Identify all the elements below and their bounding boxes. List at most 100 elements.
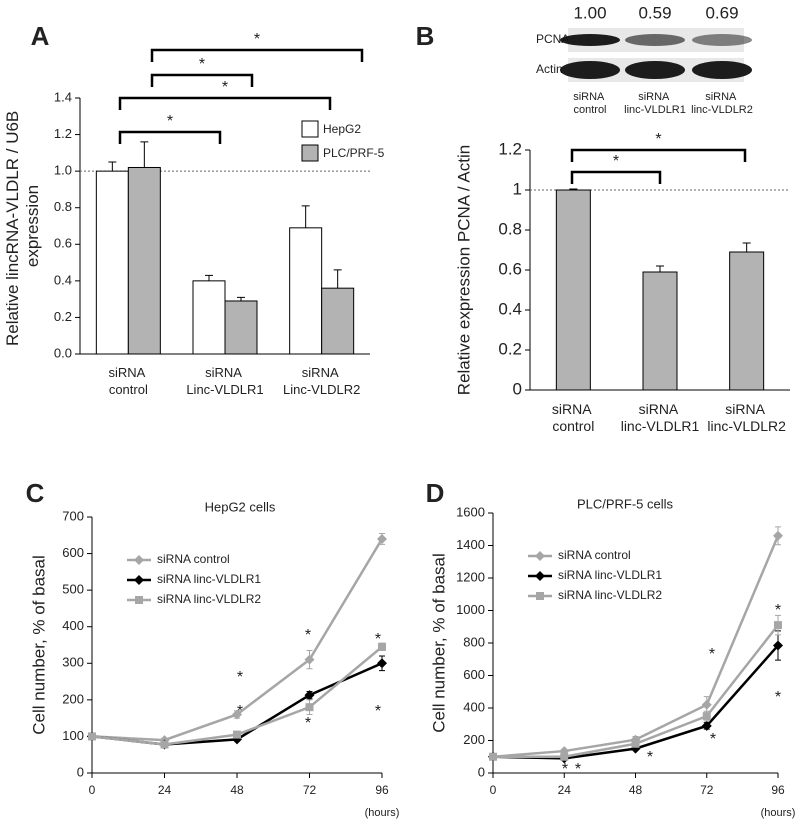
significance-star: *: [305, 627, 311, 644]
y-tick-label: 1600: [456, 504, 485, 519]
y-tick-label: 0: [478, 764, 485, 779]
point: [631, 739, 640, 748]
error-bar: [333, 269, 342, 289]
error-bar: [205, 274, 213, 281]
legend-marker: [535, 571, 545, 581]
x-tick-label: 96: [771, 783, 785, 797]
point: [232, 709, 242, 720]
significance-star: *: [709, 646, 715, 663]
chart-title: HepG2 cells: [205, 499, 276, 514]
y-axis-label: Cell number, % of basal: [29, 555, 48, 735]
y-tick-label: 0.8: [498, 219, 522, 238]
point: [305, 703, 314, 712]
y-tick-label: 200: [62, 691, 84, 706]
significance-star: *: [375, 703, 381, 720]
point: [304, 690, 315, 701]
error-bar: [237, 296, 245, 301]
bar: [642, 271, 678, 391]
y-tick-label: 200: [463, 732, 485, 747]
significance-bracket: [570, 148, 747, 162]
y-tick-label: 0.6: [54, 236, 72, 251]
y-tick-label: 1: [513, 179, 522, 198]
error-bar: [569, 188, 578, 190]
y-tick-label: 0.8: [54, 199, 72, 214]
point: [489, 752, 497, 761]
significance-star: *: [575, 761, 581, 778]
legend-label: siRNA control: [558, 548, 631, 562]
x-axis-label: (hours): [365, 807, 400, 819]
significance-bracket: [150, 48, 364, 62]
significance-star: *: [167, 113, 173, 130]
bar: [289, 227, 323, 355]
legend-swatch: [301, 120, 319, 138]
significance-bracket: [150, 73, 254, 87]
blot-row-label: Actin: [536, 62, 563, 76]
legend-marker: [536, 592, 544, 600]
significance-star: *: [710, 731, 716, 748]
significance-star: *: [254, 31, 260, 48]
blot-band: [625, 34, 685, 46]
legend-marker: [535, 551, 545, 561]
error-bar: [301, 205, 310, 228]
point: [560, 752, 569, 761]
significance-bracket: [118, 96, 332, 110]
significance-star: *: [305, 715, 311, 732]
legend-label: siRNA linc-VLDLR1: [157, 572, 261, 586]
error-bar: [656, 265, 664, 272]
x-tick-label: siRNA Linc-VLDLR2: [283, 365, 360, 397]
point: [774, 621, 782, 630]
error-bar: [108, 161, 117, 172]
point: [88, 732, 96, 741]
x-tick-label: 48: [230, 783, 244, 797]
legend-swatch: [301, 144, 319, 162]
panel-letter: A: [31, 21, 50, 51]
point: [233, 730, 241, 739]
legend-label: HepG2: [323, 122, 361, 136]
significance-bracket: [118, 130, 222, 144]
blot-band: [692, 61, 752, 79]
blot-band: [560, 34, 620, 46]
point: [702, 712, 711, 721]
point: [378, 642, 386, 651]
blot-row-label: PCNA: [536, 32, 569, 46]
significance-star: *: [655, 131, 661, 148]
y-tick-label: 600: [463, 667, 485, 682]
legend-label: siRNA linc-VLDLR2: [558, 588, 662, 602]
x-tick-label: siRNA linc-VLDLR1: [621, 401, 700, 434]
bar: [95, 170, 129, 355]
bar: [127, 166, 161, 355]
y-tick-label: 1.2: [498, 139, 522, 158]
x-tick-label: 96: [375, 783, 389, 797]
significance-star: *: [237, 669, 243, 686]
blot-quantification: 0.59: [638, 3, 671, 22]
significance-bracket: [570, 170, 662, 184]
y-tick-label: 1.0: [54, 163, 72, 178]
bar: [729, 251, 765, 391]
series-line: [91, 645, 383, 746]
x-tick-label: 72: [303, 783, 317, 797]
x-axis-label: (hours): [761, 807, 796, 819]
y-tick-label: 0.0: [54, 345, 72, 360]
significance-star: *: [222, 79, 228, 96]
significance-star: *: [375, 631, 381, 648]
blot-lane-label: siRNA control: [573, 91, 607, 116]
y-tick-label: 0: [513, 379, 522, 398]
point: [377, 533, 387, 544]
blot-band: [692, 34, 752, 46]
y-tick-label: 1000: [456, 602, 485, 617]
x-tick-label: siRNA Linc-VLDLR1: [186, 365, 263, 397]
x-tick-label: siRNA control: [552, 401, 595, 434]
x-tick-label: siRNA linc-VLDLR2: [707, 401, 786, 434]
y-tick-label: 0.2: [498, 339, 522, 358]
significance-star: *: [775, 602, 781, 619]
y-tick-label: 1400: [456, 537, 485, 552]
point: [304, 654, 315, 665]
y-tick-label: 0: [77, 764, 84, 779]
error-bar: [742, 242, 751, 252]
y-axis-label: Relative lincRNA-VLDLR / U6B expression: [3, 106, 42, 346]
blot-band: [560, 61, 620, 79]
y-tick-label: 0.4: [54, 272, 72, 287]
significance-star: *: [775, 689, 781, 706]
